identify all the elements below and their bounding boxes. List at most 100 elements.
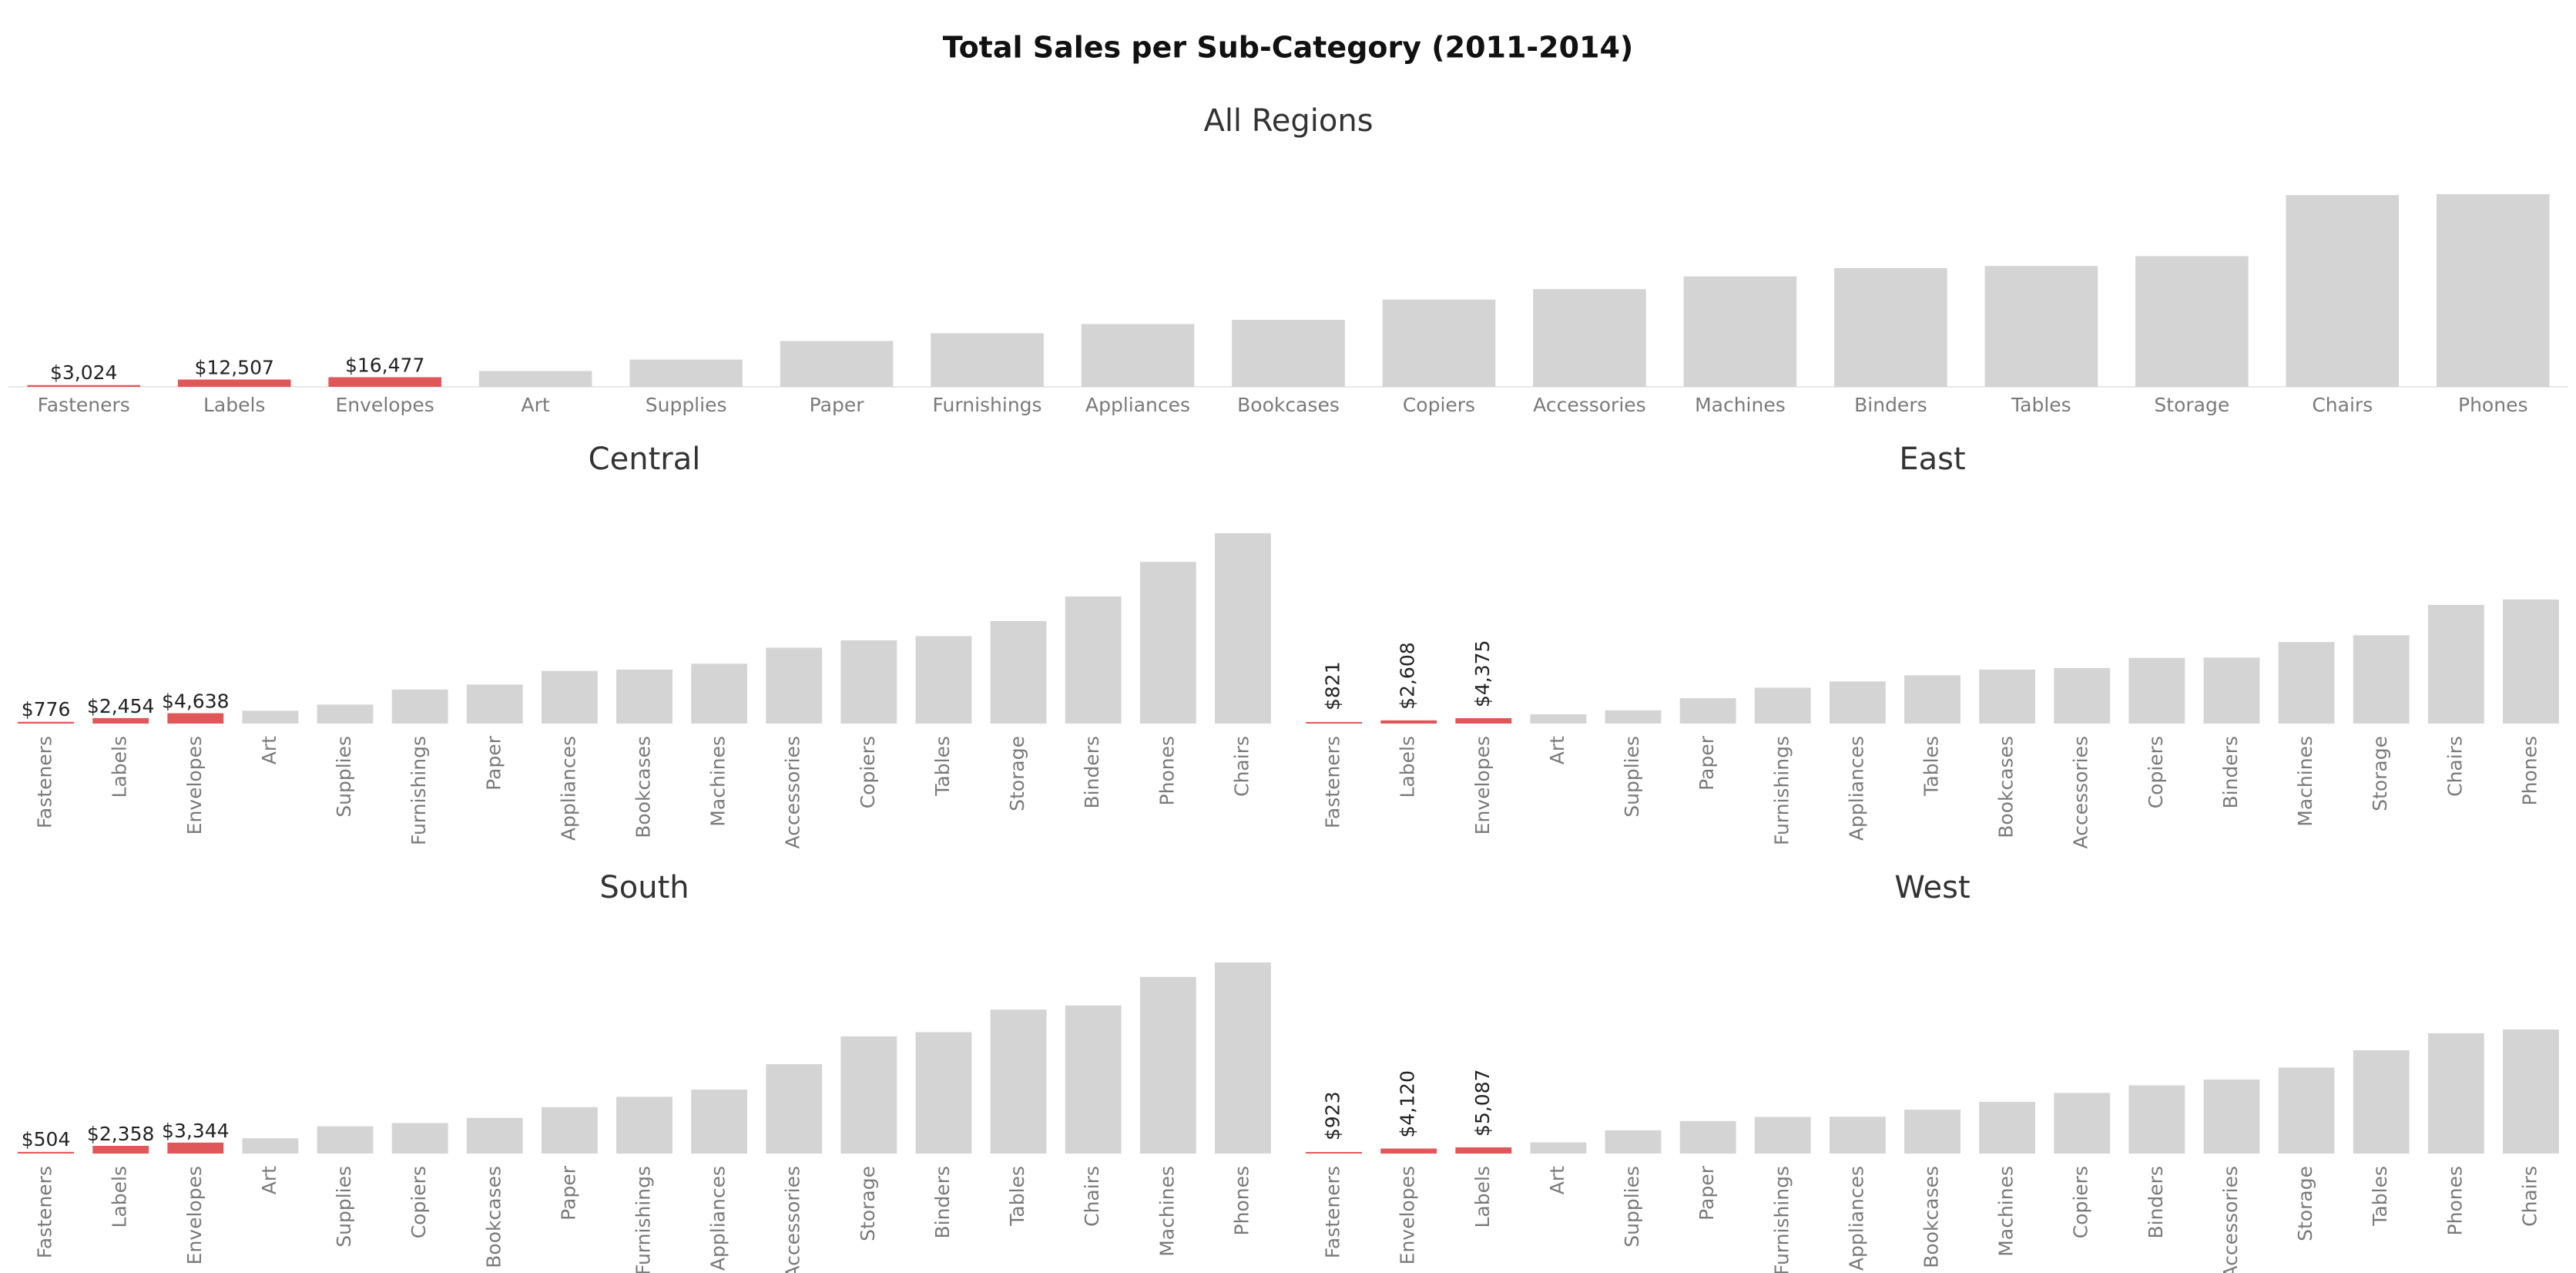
bar bbox=[2436, 194, 2550, 387]
x-tick-label: Envelopes bbox=[183, 736, 206, 835]
bar bbox=[2353, 1050, 2410, 1154]
bar bbox=[2278, 1067, 2335, 1154]
bar bbox=[990, 620, 1047, 724]
x-tick-label: Paper bbox=[557, 1165, 579, 1221]
bar bbox=[1455, 1147, 1512, 1154]
bar bbox=[1382, 299, 1496, 387]
panel-title: Central bbox=[589, 442, 701, 477]
x-tick-label: Binders bbox=[2145, 1166, 2167, 1239]
x-tick-label: Phones bbox=[2458, 394, 2527, 416]
bar bbox=[1834, 267, 1947, 387]
bar bbox=[1215, 533, 1271, 724]
bar bbox=[2503, 1029, 2559, 1154]
bar bbox=[840, 640, 897, 724]
bar bbox=[629, 359, 743, 387]
x-tick-label: Paper bbox=[1696, 735, 1718, 791]
x-tick-label: Tables bbox=[931, 736, 954, 797]
x-tick-label: Furnishings bbox=[933, 394, 1042, 416]
x-tick-label: Chairs bbox=[2444, 736, 2466, 797]
value-label: $2,358 bbox=[87, 1123, 154, 1145]
bar-edge bbox=[18, 722, 74, 724]
bar bbox=[766, 1063, 823, 1154]
x-tick-label: Furnishings bbox=[408, 736, 430, 845]
bar bbox=[92, 717, 149, 724]
x-tick-label: Storage bbox=[1006, 736, 1028, 811]
panel-title: East bbox=[1899, 442, 1965, 477]
panel-title: All Regions bbox=[1203, 103, 1373, 139]
bar bbox=[1679, 698, 1736, 724]
bar bbox=[931, 333, 1044, 387]
bar bbox=[1904, 675, 1961, 724]
x-tick-label: Bookcases bbox=[482, 1166, 505, 1268]
bar bbox=[1904, 1110, 1961, 1154]
x-tick-label: Fasteners bbox=[1322, 736, 1344, 828]
bar bbox=[1979, 1101, 2036, 1154]
value-label: $923 bbox=[1322, 1091, 1344, 1140]
bar bbox=[1139, 562, 1196, 724]
bar-edge bbox=[18, 1152, 74, 1154]
x-tick-label: Art bbox=[522, 394, 550, 416]
x-tick-label: Supplies bbox=[333, 736, 355, 818]
bar bbox=[1829, 681, 1886, 724]
bar bbox=[242, 1138, 299, 1154]
value-label: $4,120 bbox=[1397, 1070, 1419, 1137]
x-tick-label: Appliances bbox=[1845, 736, 1867, 841]
x-tick-label: Tables bbox=[1006, 1166, 1028, 1227]
bar bbox=[328, 377, 441, 387]
bar bbox=[2427, 604, 2484, 724]
x-tick-label: Chairs bbox=[2518, 1166, 2541, 1227]
bar bbox=[2203, 1080, 2260, 1154]
bar bbox=[1754, 687, 1811, 724]
bar bbox=[1215, 962, 1271, 1154]
x-tick-label: Copiers bbox=[1403, 394, 1475, 416]
bar bbox=[177, 379, 291, 387]
panel-title: South bbox=[599, 870, 689, 905]
bar bbox=[1829, 1117, 1886, 1154]
bar-edge bbox=[27, 385, 141, 387]
value-label: $12,507 bbox=[195, 357, 274, 379]
bar bbox=[167, 1142, 224, 1154]
x-tick-label: Copiers bbox=[408, 1166, 430, 1238]
bar bbox=[1683, 276, 1797, 387]
bar bbox=[167, 713, 224, 724]
x-tick-label: Phones bbox=[2518, 736, 2541, 805]
value-label: $2,454 bbox=[87, 695, 154, 717]
x-tick-label: Chairs bbox=[1230, 736, 1253, 797]
x-tick-label: Accessories bbox=[2070, 736, 2092, 849]
x-tick-label: Copiers bbox=[2070, 1166, 2092, 1238]
value-label: $504 bbox=[22, 1128, 71, 1150]
x-tick-label: Copiers bbox=[2145, 736, 2167, 808]
x-tick-label: Paper bbox=[1696, 1165, 1718, 1221]
bar bbox=[1530, 714, 1587, 724]
x-tick-label: Furnishings bbox=[1770, 736, 1793, 845]
bar bbox=[691, 663, 748, 724]
x-tick-label: Furnishings bbox=[1770, 1166, 1793, 1273]
x-tick-label: Accessories bbox=[2219, 1166, 2242, 1273]
x-tick-label: Supplies bbox=[646, 394, 727, 416]
x-tick-label: Storage bbox=[2369, 736, 2391, 811]
x-tick-label: Machines bbox=[707, 736, 730, 827]
x-tick-label: Chairs bbox=[1081, 1166, 1103, 1227]
bar bbox=[1605, 710, 1662, 724]
x-tick-label: Storage bbox=[2154, 394, 2229, 416]
bar bbox=[2286, 195, 2400, 387]
x-tick-label: Binders bbox=[2219, 736, 2242, 809]
x-tick-label: Labels bbox=[109, 736, 131, 798]
bar bbox=[242, 710, 299, 724]
bar bbox=[1455, 717, 1512, 724]
x-tick-label: Appliances bbox=[707, 1166, 730, 1271]
bar bbox=[2427, 1033, 2484, 1154]
bar bbox=[1139, 976, 1196, 1154]
x-tick-label: Fasteners bbox=[34, 1166, 56, 1258]
bar bbox=[2054, 1093, 2111, 1154]
x-tick-label: Tables bbox=[2011, 394, 2071, 416]
bar bbox=[1984, 266, 2098, 387]
bar-edge bbox=[1306, 1152, 1362, 1154]
x-tick-label: Storage bbox=[2294, 1166, 2316, 1241]
bar bbox=[2278, 642, 2335, 724]
x-tick-label: Storage bbox=[857, 1166, 879, 1241]
bar bbox=[317, 704, 374, 724]
value-label: $776 bbox=[22, 698, 71, 720]
x-tick-label: Accessories bbox=[782, 1166, 804, 1273]
